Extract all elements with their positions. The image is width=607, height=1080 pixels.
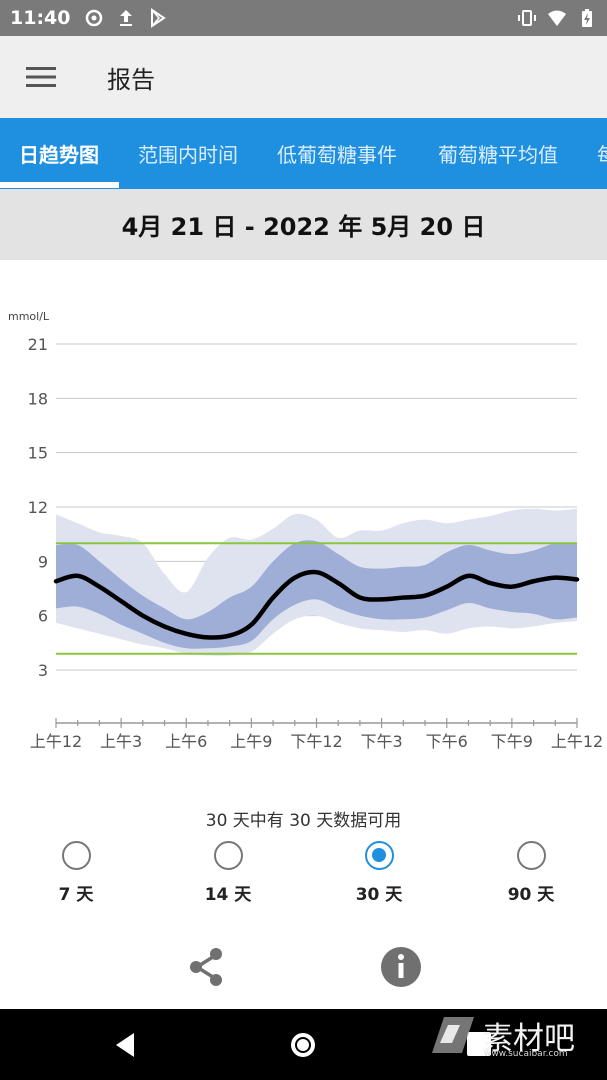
menu-button[interactable]	[0, 36, 82, 118]
radio-30-days[interactable]	[365, 841, 394, 870]
radio-7-days[interactable]	[62, 841, 91, 870]
radio-14-days[interactable]	[214, 841, 243, 870]
date-range-band: 4月 21 日 - 2022 年 5月 20 日	[0, 189, 607, 260]
tab-low-glucose-events[interactable]: 低葡萄糖事件	[277, 143, 397, 167]
status-bar: 11:40	[0, 0, 607, 36]
range-label-90-days: 90 天	[507, 885, 555, 905]
battery-charging-icon	[582, 9, 592, 27]
chart-svg: mmol/L 21 18 15 12 9 6 3 上午12 上午3 上午6 上午9 下午12 下午3 下午6…	[8, 310, 603, 751]
y-axis-unit-label: mmol/L	[8, 310, 50, 323]
range-label-30-days: 30 天	[355, 885, 403, 905]
range-option-90-days[interactable]: 90 天	[481, 838, 581, 908]
watermark-url: www.sucaibar.com	[484, 1049, 568, 1059]
tab-bar: 日趋势图 范围内时间 低葡萄糖事件 葡萄糖平均值 每	[0, 118, 607, 189]
status-time: 11:40	[10, 7, 71, 29]
home-circle-icon[interactable]	[287, 1029, 319, 1061]
x-tick-label-2: 上午6	[165, 732, 207, 751]
x-tick-label-8: 上午12	[551, 732, 603, 751]
watermark-text: 素材吧	[482, 1021, 575, 1057]
tab-more-cutoff[interactable]: 每	[597, 118, 607, 189]
y-tick-label-15: 15	[28, 444, 48, 463]
info-button[interactable]	[380, 946, 422, 988]
upload-icon	[120, 10, 133, 26]
range-label-14-days: 14 天	[204, 885, 252, 905]
y-tick-label-21: 21	[28, 335, 48, 354]
x-tick-label-6: 下午6	[426, 732, 468, 751]
active-tab-indicator	[0, 182, 119, 188]
info-icon	[381, 947, 421, 987]
circle-dot-icon	[86, 9, 103, 27]
range-label-7-days: 7 天	[58, 885, 94, 905]
y-tick-label-9: 9	[38, 552, 48, 571]
vibrate-icon	[518, 10, 536, 26]
x-tick-label-4: 下午12	[290, 732, 342, 751]
daily-trend-chart: mmol/L 21 18 15 12 9 6 3 上午12 上午3 上午6 上午9 下午12 下午3 下午6…	[0, 300, 607, 760]
data-availability-text: 30 天中有 30 天数据可用	[205, 811, 402, 831]
share-icon	[190, 948, 222, 986]
x-tick-label-3: 上午9	[230, 732, 272, 751]
tab-time-in-range[interactable]: 范围内时间	[138, 143, 238, 167]
wifi-icon	[548, 10, 566, 26]
y-tick-label-3: 3	[38, 661, 48, 680]
play-store-icon	[151, 8, 167, 28]
share-button[interactable]	[186, 946, 228, 988]
range-option-30-days[interactable]: 30 天	[329, 838, 429, 908]
system-nav-bar	[0, 1009, 607, 1080]
x-tick-label-0: 上午12	[30, 732, 82, 751]
date-range: 4月 21 日 - 2022 年 5月 20 日	[121, 213, 486, 241]
recents-square-icon[interactable]	[465, 1030, 493, 1058]
band-25-75	[56, 540, 577, 649]
watermark: 素材吧 www.sucaibar.com	[426, 1013, 596, 1061]
back-triangle-icon[interactable]	[110, 1029, 142, 1061]
watermark-logo-icon	[432, 1017, 474, 1053]
range-option-7-days[interactable]: 7 天	[26, 838, 126, 908]
x-tick-label-7: 下午9	[491, 732, 533, 751]
range-option-14-days[interactable]: 14 天	[178, 838, 278, 908]
app-bar: 报告	[0, 36, 607, 118]
hamburger-menu-icon	[26, 67, 56, 87]
y-tick-label-12: 12	[28, 498, 48, 517]
tab-daily-trend[interactable]: 日趋势图	[19, 143, 99, 167]
y-tick-label-18: 18	[28, 389, 48, 408]
page-title: 报告	[107, 65, 155, 94]
x-tick-label-1: 上午3	[100, 732, 142, 751]
tab-average-glucose[interactable]: 葡萄糖平均值	[438, 143, 558, 167]
y-tick-label-6: 6	[38, 607, 48, 626]
x-tick-label-5: 下午3	[361, 732, 403, 751]
median-line	[53, 569, 580, 640]
radio-90-days[interactable]	[517, 841, 546, 870]
